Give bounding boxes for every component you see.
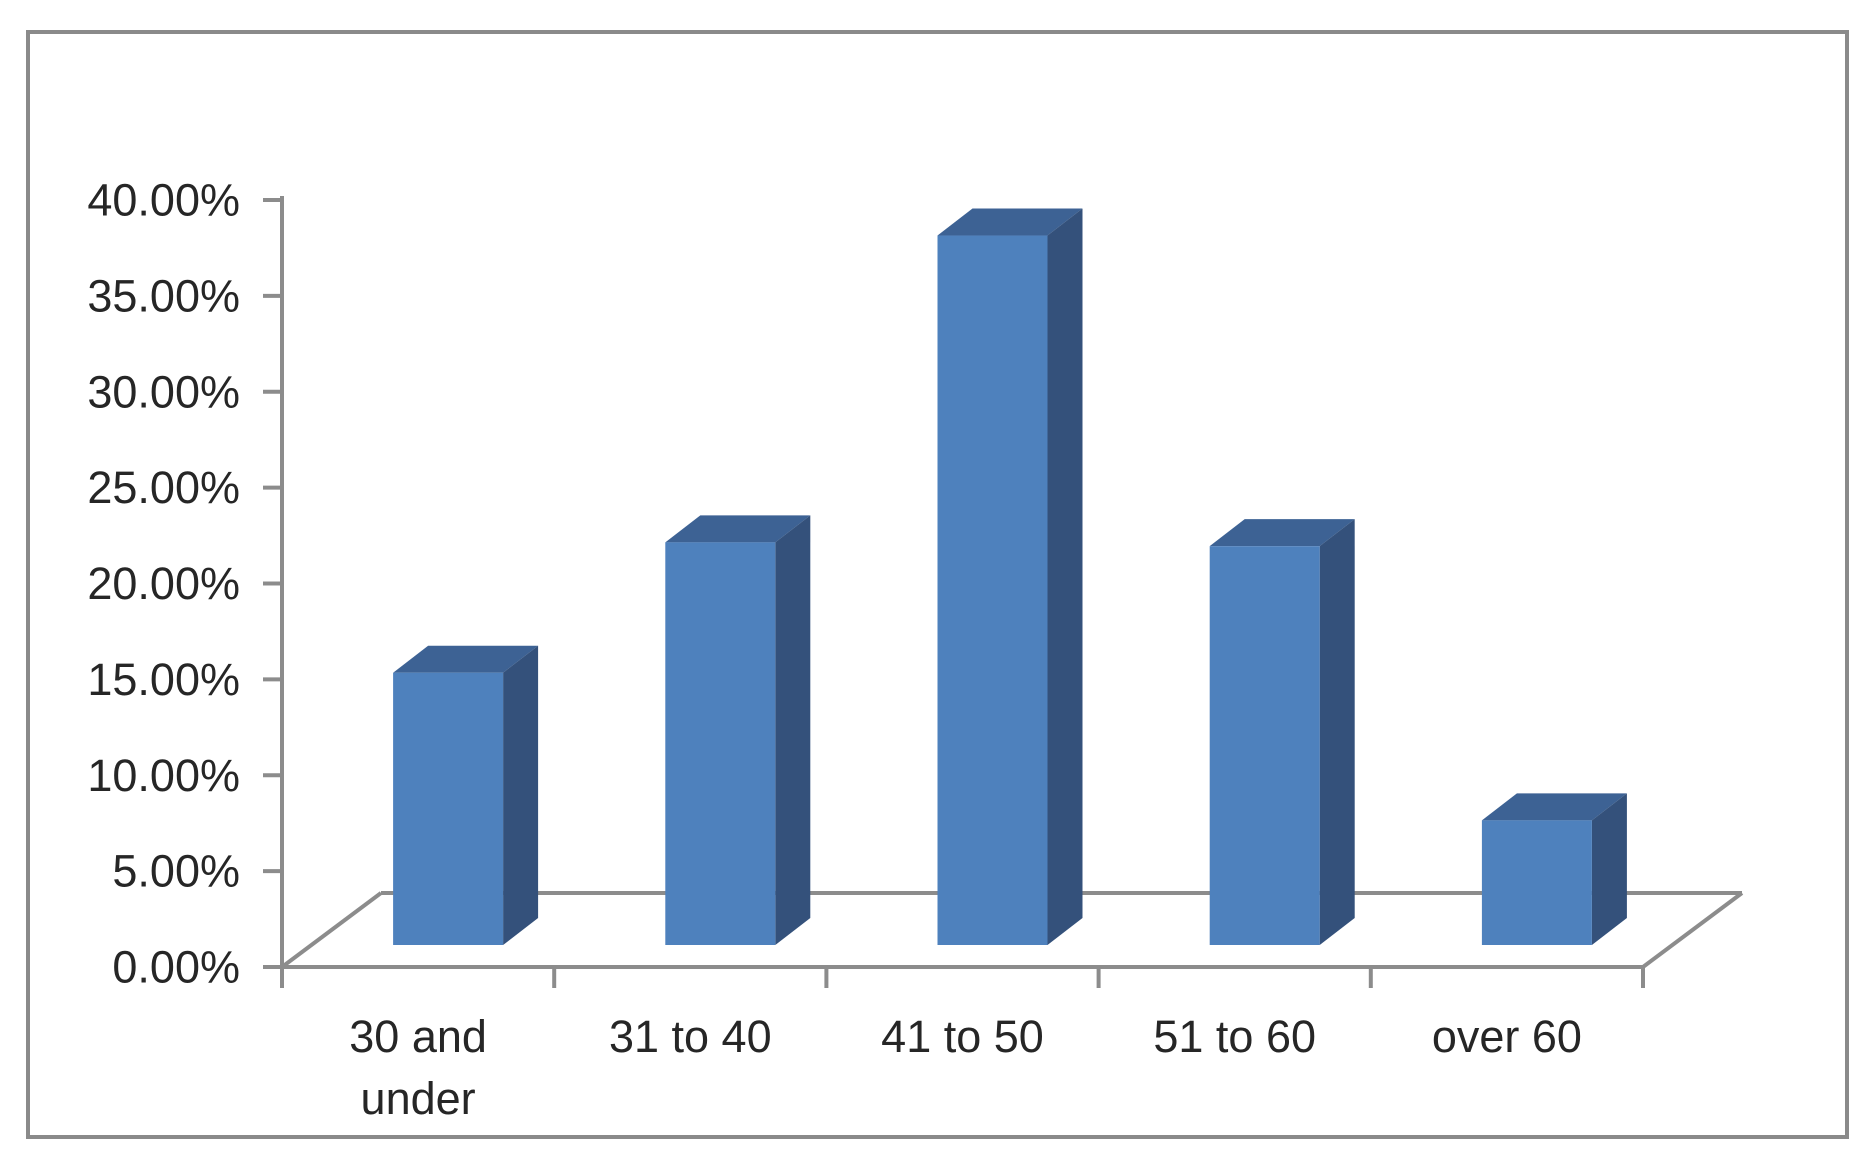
y-tick-label: 15.00% <box>87 654 240 705</box>
y-tick-label: 10.00% <box>87 750 240 801</box>
floor-left-edge <box>280 891 383 969</box>
y-tick-label: 20.00% <box>87 558 240 609</box>
figure-border: 0.00% 5.00% 10.00% 15.00% 20.00% 25.00% 30.00%… <box>26 30 1849 1139</box>
x-category-label: 51 to 60 <box>1153 1011 1316 1062</box>
bar-31-to-40-side-face <box>775 515 811 945</box>
bar-over-60-side-face <box>1591 793 1627 945</box>
x-category-label: over 60 <box>1432 1011 1582 1062</box>
x-category-label: under <box>361 1073 476 1124</box>
bar-over-60 <box>1481 820 1592 945</box>
bar-51-to-60 <box>1209 546 1320 945</box>
bar-31-to-40-top-face <box>665 515 811 543</box>
x-category-label: 31 to 40 <box>609 1011 772 1062</box>
bar-41-to-50-side-face <box>1047 208 1083 945</box>
bar-41-to-50-top-face <box>937 208 1083 236</box>
bar-30-and-under <box>393 672 504 945</box>
y-tick-label: 5.00% <box>112 846 240 897</box>
bar-31-to-40 <box>665 542 776 945</box>
y-tick-label: 25.00% <box>87 462 240 513</box>
x-category-label: 30 and <box>349 1011 487 1062</box>
y-tick-label: 30.00% <box>87 366 240 417</box>
bar-30-and-under-top-face <box>393 645 539 673</box>
bar-51-to-60-top-face <box>1209 519 1355 547</box>
bar-over-60-top-face <box>1481 793 1627 821</box>
age-distribution-3d-bar-chart: 0.00% 5.00% 10.00% 15.00% 20.00% 25.00% 30.00%… <box>87 175 1744 1124</box>
bar-41-to-50 <box>937 235 1048 945</box>
y-tick-label: 0.00% <box>112 942 240 993</box>
y-tick-label: 40.00% <box>87 175 240 226</box>
bar-51-to-60-side-face <box>1319 519 1355 945</box>
x-category-label: 41 to 50 <box>881 1011 1044 1062</box>
bar-30-and-under-side-face <box>503 645 539 945</box>
y-tick-label: 35.00% <box>87 270 240 321</box>
floor-right-edge <box>1641 891 1744 969</box>
